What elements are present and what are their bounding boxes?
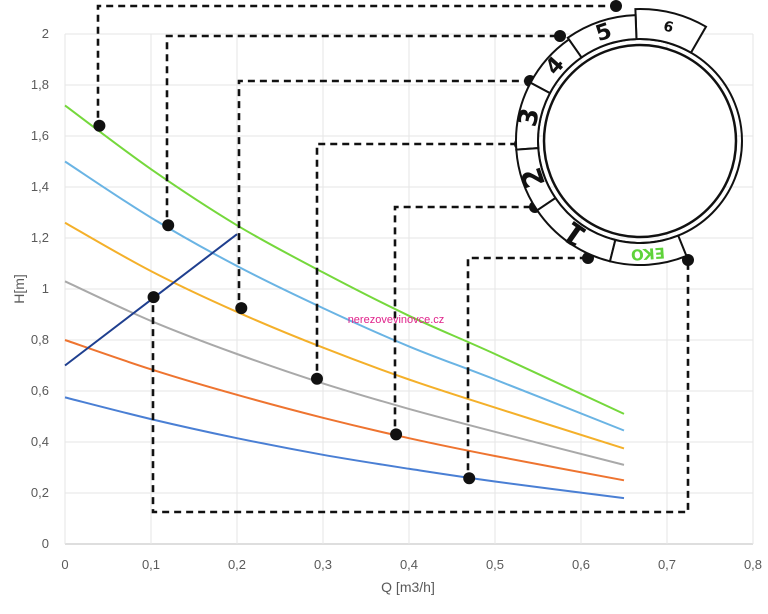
- series-curves: [64, 104, 625, 500]
- dial-segment-2: [515, 147, 557, 212]
- x-tick-label: 0,5: [486, 557, 504, 572]
- setting-marker-2: [390, 428, 403, 441]
- leader-line-6: [96, 4, 616, 118]
- axis-ticks: 0 0,2 0,4 0,6 0,8 1 1,2 1,4 1,6 1,8 2 0 0,1 0,2 0,3 0,4…: [31, 26, 762, 572]
- x-tick-label: 0: [61, 557, 68, 572]
- leader-line-1: [466, 256, 588, 471]
- leader-line-5: [165, 34, 560, 218]
- series-line-1: [64, 396, 625, 500]
- series-line-4: [64, 221, 625, 450]
- dial-segment-3: [515, 81, 552, 151]
- leader-line-2: [393, 205, 535, 427]
- dial-marker-5: [554, 30, 566, 42]
- y-tick-label: 0,6: [31, 383, 49, 398]
- series-line-3: [64, 280, 625, 466]
- setting-marker-5: [162, 219, 175, 232]
- leader-line-3: [315, 142, 520, 371]
- x-tick-label: 0,7: [658, 557, 676, 572]
- series-line-2: [64, 339, 625, 482]
- y-tick-label: 1,6: [31, 128, 49, 143]
- series-line-5: [64, 160, 625, 432]
- y-tick-label: 1: [42, 281, 49, 296]
- leader-line-eko: [151, 260, 690, 514]
- y-tick-label: 0,2: [31, 485, 49, 500]
- dial-segment-eko: [608, 234, 688, 266]
- x-tick-label: 0,4: [400, 557, 418, 572]
- y-tick-label: 0: [42, 536, 49, 551]
- setting-marker-3: [310, 372, 323, 385]
- y-tick-label: 1,8: [31, 77, 49, 92]
- watermark-text: nerezovevinovce.cz: [348, 314, 445, 326]
- y-tick-label: 1,2: [31, 230, 49, 245]
- x-axis-title: Q [m3/h]: [381, 579, 435, 595]
- grid-lines: [64, 33, 754, 545]
- dial-label-eko: EKO: [630, 244, 665, 264]
- setting-marker-eko: [147, 291, 160, 304]
- setting-marker-4: [235, 302, 248, 315]
- dial-segment-1: [535, 196, 617, 263]
- y-tick-label: 0,4: [31, 434, 49, 449]
- x-tick-label: 0,8: [744, 557, 762, 572]
- leader-lines: [96, 4, 690, 514]
- dial-label-3: 3: [513, 106, 546, 130]
- dial-segment-4: [529, 38, 583, 95]
- dial-segment-6: [634, 8, 708, 55]
- dial-marker-6: [610, 0, 622, 12]
- dial-center: [542, 43, 738, 239]
- y-tick-label: 1,4: [31, 179, 49, 194]
- x-tick-label: 0,6: [572, 557, 590, 572]
- y-tick-label: 2: [42, 26, 49, 41]
- leader-line-4: [237, 79, 530, 301]
- x-tick-label: 0,1: [142, 557, 160, 572]
- dial-label-6: 6: [662, 19, 675, 37]
- setting-marker-1: [463, 472, 476, 485]
- y-tick-label: 0,8: [31, 332, 49, 347]
- dial-label-5: 5: [593, 19, 615, 48]
- x-tick-label: 0,2: [228, 557, 246, 572]
- y-axis-title: H[m]: [11, 274, 27, 304]
- setting-marker-6: [93, 119, 106, 132]
- series-line-6: [64, 104, 625, 415]
- dial-segment-5: [566, 14, 638, 59]
- x-tick-label: 0,3: [314, 557, 332, 572]
